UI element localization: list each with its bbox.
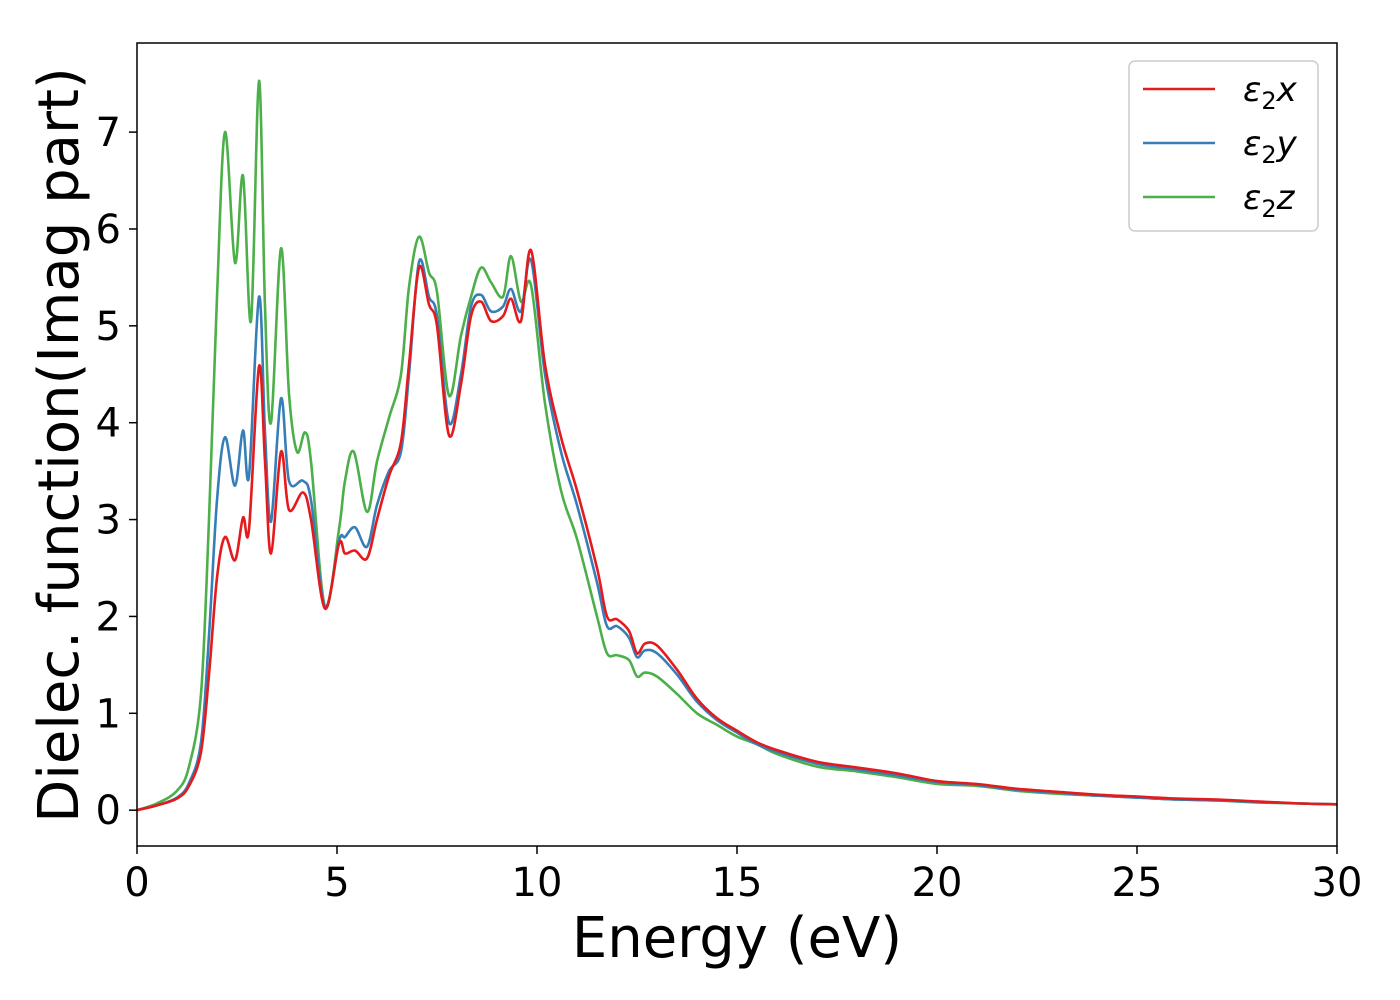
legend-label-x: ε2x bbox=[1243, 70, 1298, 115]
y-tick-label: 4 bbox=[96, 401, 121, 447]
legend-label-suffix: y bbox=[1276, 124, 1298, 164]
y-tick-label: 2 bbox=[96, 594, 121, 640]
legend-label-suffix: z bbox=[1276, 178, 1296, 218]
legend-label-base: ε bbox=[1243, 124, 1261, 164]
x-tick-label: 30 bbox=[1312, 860, 1363, 906]
y-tick-label: 6 bbox=[96, 207, 121, 253]
y-tick-label: 3 bbox=[96, 498, 121, 544]
y-tick-label: 0 bbox=[96, 788, 121, 834]
legend-label-subscript: 2 bbox=[1261, 141, 1276, 169]
legend-label-base: ε bbox=[1243, 178, 1261, 218]
x-axis-label: Energy (eV) bbox=[572, 906, 902, 971]
y-tick-label: 1 bbox=[96, 691, 121, 737]
series-line-z bbox=[137, 79, 1337, 812]
y-axis-label: Dielec. function(Imag part) bbox=[27, 67, 92, 823]
legend-label-subscript: 2 bbox=[1261, 195, 1276, 223]
legend-label-subscript: 2 bbox=[1261, 87, 1276, 115]
x-tick-label: 20 bbox=[912, 860, 963, 906]
x-tick-label: 0 bbox=[124, 860, 149, 906]
x-tick-label: 10 bbox=[512, 860, 563, 906]
y-tick-label: 7 bbox=[96, 110, 121, 156]
legend-label-z: ε2z bbox=[1243, 178, 1296, 223]
legend-label-y: ε2y bbox=[1243, 124, 1298, 169]
y-tick-label: 5 bbox=[96, 304, 121, 350]
y-axis: 0 1 2 3 4 5 6 7 bbox=[96, 110, 137, 834]
series-layer bbox=[137, 79, 1337, 812]
x-tick-label: 5 bbox=[324, 860, 349, 906]
x-axis: 0 5 10 15 20 25 30 bbox=[124, 846, 1362, 906]
series-line-y bbox=[137, 257, 1337, 812]
x-tick-label: 15 bbox=[712, 860, 763, 906]
series-line-x bbox=[137, 248, 1337, 812]
legend-label-base: ε bbox=[1243, 70, 1261, 110]
x-tick-label: 25 bbox=[1112, 860, 1163, 906]
legend-label-suffix: x bbox=[1276, 70, 1298, 110]
legend-box bbox=[1128, 60, 1319, 232]
